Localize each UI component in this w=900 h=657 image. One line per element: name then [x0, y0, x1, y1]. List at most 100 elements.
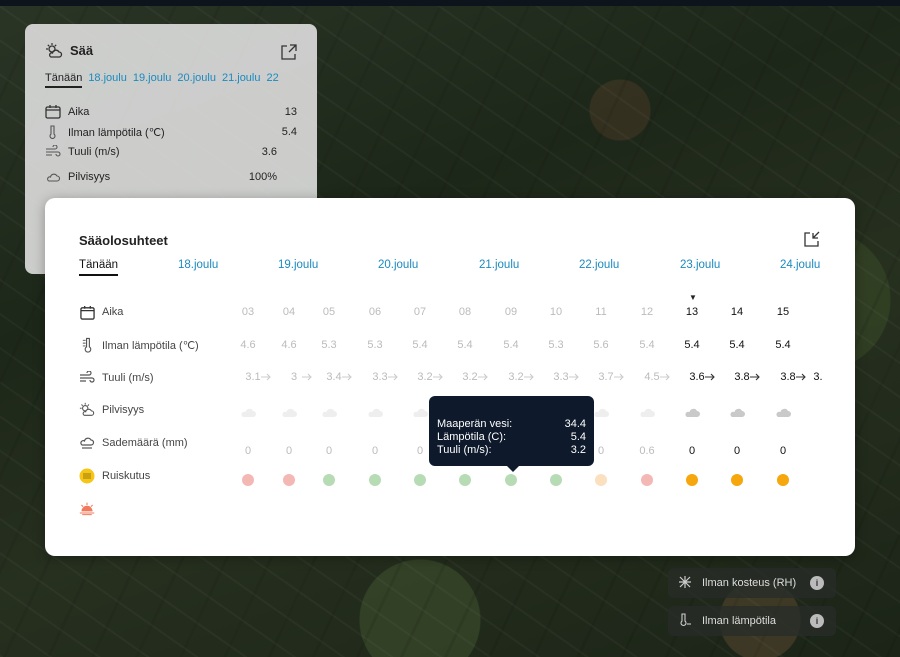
widget-tab-20[interactable]: 20.joulu: [177, 72, 216, 84]
temp-cell: 5.3: [367, 339, 383, 351]
widget-row-wind: Tuuli (m/s) 3.6: [45, 145, 297, 159]
spray-status-dot[interactable]: [414, 474, 426, 486]
tab-19-joulu[interactable]: 19.joulu: [278, 259, 319, 271]
hour-cell: 09: [504, 306, 518, 318]
rain-cell: 0: [779, 445, 787, 457]
wind-icon: [79, 370, 95, 386]
thermometer-icon: [49, 125, 56, 139]
partly-cloudy-icon: [79, 402, 95, 418]
layer-humidity-button[interactable]: Ilman kosteus (RH) i: [668, 568, 836, 598]
tab-22-joulu[interactable]: 22.joulu: [579, 259, 620, 271]
rain-cell: 0: [416, 445, 424, 457]
expand-icon[interactable]: [281, 44, 297, 60]
cloud-icon: [685, 408, 700, 417]
temp-cell: 5.3: [321, 339, 337, 351]
cloud-icon: [413, 408, 428, 417]
modal-title: Sääolosuhteet: [79, 233, 168, 248]
tab-23-joulu[interactable]: 23.joulu: [680, 259, 721, 271]
hour-cell: 07: [413, 306, 427, 318]
cloud-icon: [322, 408, 337, 417]
info-icon[interactable]: i: [810, 576, 824, 590]
spray-status-dot[interactable]: [641, 474, 653, 486]
tab-today[interactable]: Tänään: [79, 259, 119, 276]
spray-status-dot[interactable]: [242, 474, 254, 486]
spray-status-dot[interactable]: [459, 474, 471, 486]
cloud-icon: [776, 408, 791, 417]
spray-icon: [79, 468, 95, 484]
wind-direction-icon: [261, 373, 271, 381]
cloudy-icon: [47, 173, 61, 182]
wind-direction-icon: [433, 373, 443, 381]
widget-row-cloud: Pilvisyys 100%: [45, 170, 297, 184]
rain-cell: 0: [371, 445, 379, 457]
rain-cloud-icon: [79, 435, 95, 451]
spray-status-dot[interactable]: [777, 474, 789, 486]
spray-status-dot[interactable]: [731, 474, 743, 486]
row-label-wind: Tuuli (m/s): [79, 370, 154, 386]
cloud-icon: [730, 408, 745, 417]
thermometer-icon: [678, 613, 694, 629]
row-label-cloud: Pilvisyys: [79, 402, 144, 418]
info-icon[interactable]: i: [810, 614, 824, 628]
hour-cell: 15: [776, 306, 790, 318]
calendar-icon: [45, 105, 61, 119]
hour-cell: 12: [640, 306, 654, 318]
tab-18-joulu[interactable]: 18.joulu: [178, 259, 219, 271]
spray-status-dot[interactable]: [686, 474, 698, 486]
top-bar: [0, 0, 900, 6]
wind-direction-icon: [478, 373, 488, 381]
wind-cell: 3.3: [372, 371, 388, 383]
collapse-icon[interactable]: [804, 231, 820, 247]
wind-cell: 4.5: [644, 371, 660, 383]
widget-title: Sää: [70, 43, 94, 58]
widget-row-temp: Ilman lämpötila (℃) 5.4: [45, 125, 297, 139]
tab-20-joulu[interactable]: 20.joulu: [378, 259, 419, 271]
widget-tab-19[interactable]: 19.joulu: [132, 72, 172, 84]
wind-direction-icon: [750, 373, 760, 381]
hour-cell: 08: [458, 306, 472, 318]
hour-cell: 05: [322, 306, 336, 318]
wind-direction-icon: [660, 373, 670, 381]
widget-tab-today[interactable]: Tänään: [45, 72, 83, 88]
widget-row-time: Aika 13: [45, 105, 297, 119]
tooltip-wind: Tuuli (m/s): 3.2: [437, 444, 586, 456]
wind-cell: 3.6: [689, 371, 705, 383]
wind-direction-icon: [569, 373, 579, 381]
widget-tab-21[interactable]: 21.joulu: [221, 72, 261, 84]
spray-status-dot[interactable]: [550, 474, 562, 486]
tooltip-temperature: Lämpötila (C): 5.4: [437, 431, 586, 443]
wind-icon: [46, 145, 61, 157]
widget-tab-18[interactable]: 18.joulu: [88, 72, 127, 84]
tab-24-joulu[interactable]: 24.joulu: [780, 259, 821, 271]
row-label-sunset: [79, 501, 102, 517]
widget-tabs: Tänään 18.joulu 19.joulu 20.joulu 21.jou…: [45, 72, 297, 88]
spray-status-dot[interactable]: [505, 474, 517, 486]
hour-cell: 10: [549, 306, 563, 318]
widget-tab-22[interactable]: 22: [266, 72, 279, 84]
wind-cell-partial: 3.: [813, 371, 823, 383]
hour-cell: 11: [595, 306, 607, 318]
weather-conditions-modal: Sääolosuhteet Tänään 18.joulu 19.joulu 2…: [45, 198, 855, 556]
hour-cell: 06: [368, 306, 382, 318]
current-hour-marker-icon: ▼: [689, 293, 697, 302]
temp-cell: 5.4: [639, 339, 655, 351]
spray-status-dot[interactable]: [595, 474, 607, 486]
wind-cell: 3.3: [553, 371, 569, 383]
wind-cell: 3.2: [417, 371, 433, 383]
wind-cell: 3.4: [326, 371, 342, 383]
spray-status-dot[interactable]: [369, 474, 381, 486]
wind-cell: 3.8: [780, 371, 796, 383]
temp-cell: 5.4: [503, 339, 519, 351]
cloud-icon: [241, 408, 256, 417]
hour-cell: 04: [282, 306, 296, 318]
tab-21-joulu[interactable]: 21.joulu: [479, 259, 520, 271]
temp-cell: 5.3: [548, 339, 564, 351]
temp-cell: 5.4: [457, 339, 473, 351]
spray-status-dot[interactable]: [283, 474, 295, 486]
layer-temperature-button[interactable]: Ilman lämpötila i: [668, 606, 836, 636]
rain-cell: 0: [597, 445, 605, 457]
spray-status-dot[interactable]: [323, 474, 335, 486]
hour-cell: 14: [730, 306, 744, 318]
temp-cell: 5.6: [593, 339, 609, 351]
rain-cell: 0: [244, 445, 252, 457]
